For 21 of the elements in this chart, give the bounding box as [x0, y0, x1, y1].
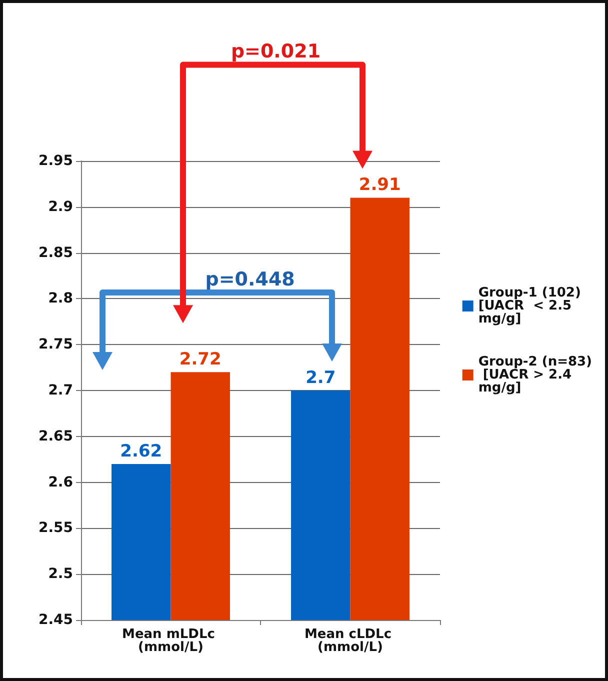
y-tick-label: 2.85: [38, 244, 73, 261]
x-tick-label: Mean cLDLc (mmol/L): [304, 627, 396, 655]
y-tick-label: 2.65: [38, 428, 73, 444]
data-label: 2.72: [179, 350, 222, 370]
annotation: p=0.448: [205, 268, 295, 290]
x-tick-label: Mean mLDLc (mmol/L): [122, 627, 220, 655]
y-tick-label: 2.55: [38, 520, 73, 536]
y-tick-label: 2.75: [38, 336, 73, 353]
data-label: 2.91: [358, 175, 401, 196]
y-tick-label: 2.95: [38, 153, 73, 169]
y-tick-label: 2.8: [48, 290, 73, 307]
legend-label: Group-1 (102) [UACR < 2.5 mg/g]: [478, 286, 586, 326]
y-tick-label: 2.9: [48, 198, 73, 215]
data-label: 2.7: [306, 368, 336, 388]
y-tick-label: 2.6: [48, 474, 73, 490]
legend-label: Group-2 (n=83) [UACR > 2.4 mg/g]: [478, 354, 592, 396]
data-label: 2.62: [120, 441, 162, 462]
y-tick-label: 2.7: [48, 382, 73, 398]
y-tick-label: 2.45: [38, 612, 73, 628]
y-tick-label: 2.5: [48, 566, 73, 582]
text: p=0.021: [230, 40, 321, 63]
